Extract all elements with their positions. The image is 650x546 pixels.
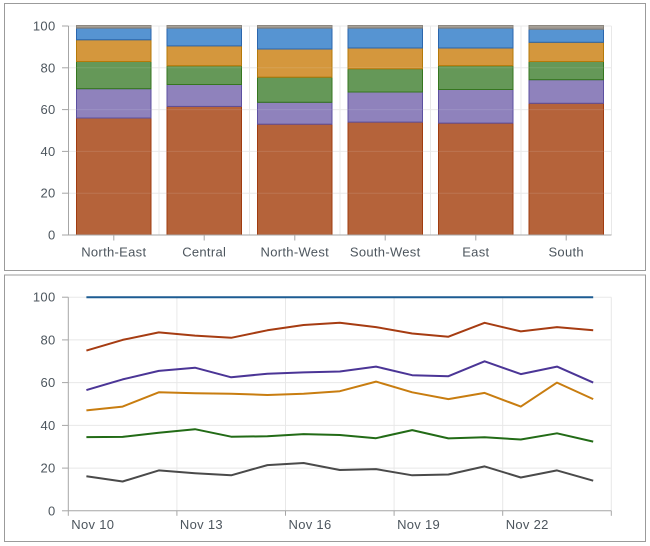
svg-text:East: East [462, 245, 489, 260]
svg-text:Nov 16: Nov 16 [289, 517, 332, 532]
svg-text:North-West: North-West [261, 245, 330, 260]
svg-text:0: 0 [48, 228, 56, 243]
svg-text:Nov 22: Nov 22 [506, 517, 549, 532]
svg-text:20: 20 [40, 461, 55, 476]
svg-text:0: 0 [48, 503, 56, 518]
svg-text:Nov 13: Nov 13 [180, 517, 223, 532]
svg-text:40: 40 [40, 418, 55, 433]
svg-text:100: 100 [33, 290, 56, 305]
svg-text:60: 60 [40, 375, 55, 390]
svg-text:40: 40 [40, 144, 55, 159]
svg-text:North-East: North-East [81, 245, 146, 260]
svg-text:80: 80 [40, 60, 55, 75]
svg-text:Nov 10: Nov 10 [71, 517, 114, 532]
svg-text:80: 80 [40, 332, 55, 347]
svg-text:Central: Central [182, 245, 226, 260]
svg-text:60: 60 [40, 102, 55, 117]
svg-text:South-West: South-West [350, 245, 421, 260]
svg-text:Nov 19: Nov 19 [397, 517, 440, 532]
svg-text:100: 100 [33, 19, 56, 34]
svg-text:South: South [548, 245, 583, 260]
svg-text:20: 20 [40, 186, 55, 201]
